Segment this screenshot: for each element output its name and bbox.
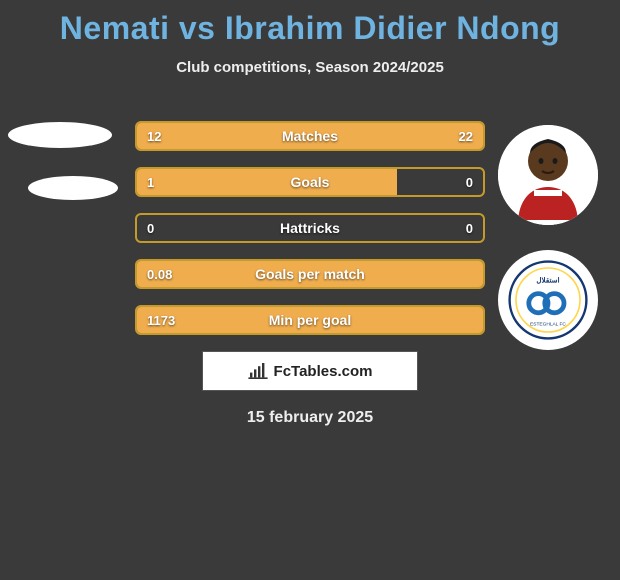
- date-label: 15 february 2025: [0, 409, 620, 427]
- ellipse-icon: [8, 122, 112, 148]
- brand-watermark: FcTables.com: [202, 351, 418, 391]
- right-club-badge: اﺳﺘﻘﻼل ESTEGHLAL FC: [498, 250, 598, 350]
- svg-text:اﺳﺘﻘﻼل: اﺳﺘﻘﻼل: [536, 275, 559, 284]
- ellipse-icon: [28, 176, 118, 200]
- right-player-avatar: [498, 125, 598, 225]
- stat-bar-row: 10Goals: [135, 167, 485, 197]
- bar-label: Goals per match: [137, 261, 483, 287]
- brand-label: FcTables.com: [274, 363, 373, 380]
- bar-label: Min per goal: [137, 307, 483, 333]
- stat-bar-row: 00Hattricks: [135, 213, 485, 243]
- stat-bar-row: 0.08Goals per match: [135, 259, 485, 289]
- bar-label: Hattricks: [137, 215, 483, 241]
- bar-label: Goals: [137, 169, 483, 195]
- svg-text:ESTEGHLAL FC: ESTEGHLAL FC: [530, 322, 566, 328]
- bars-chart-icon: [248, 363, 268, 379]
- page-title: Nemati vs Ibrahim Didier Ndong: [0, 0, 620, 47]
- stat-bar-row: 1173Min per goal: [135, 305, 485, 335]
- left-avatar-placeholder-2: [8, 176, 118, 200]
- subtitle: Club competitions, Season 2024/2025: [0, 59, 620, 76]
- left-avatar-placeholder-1: [8, 122, 112, 148]
- bar-label: Matches: [137, 123, 483, 149]
- club-crest-icon: اﺳﺘﻘﻼل ESTEGHLAL FC: [508, 260, 588, 340]
- stat-bars: 1222Matches 10Goals 00Hattricks 0.08Goals p…: [135, 121, 485, 335]
- player-portrait-icon: [498, 125, 598, 225]
- stat-bar-row: 1222Matches: [135, 121, 485, 151]
